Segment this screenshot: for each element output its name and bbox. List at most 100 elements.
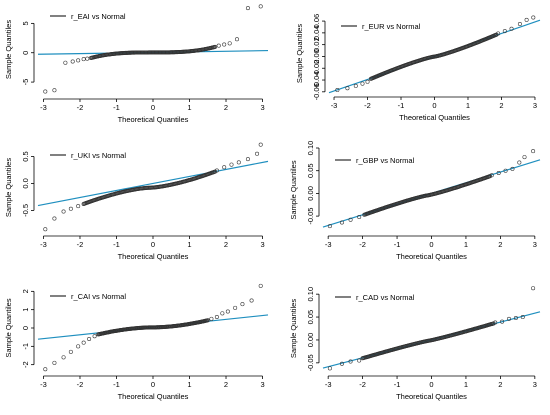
x-axis-title: Theoretical Quantiles: [118, 115, 189, 124]
data-point: [405, 198, 410, 203]
data-point: [129, 50, 134, 55]
data-point: [370, 76, 375, 81]
data-point: [160, 184, 165, 189]
data-point: [108, 193, 113, 198]
data-point: [453, 185, 458, 190]
data-point: [410, 342, 415, 347]
data-point: [170, 324, 175, 329]
data-point: [417, 58, 422, 63]
x-tick-label: -1: [113, 380, 120, 389]
data-point: [132, 50, 137, 55]
data-point: [178, 323, 183, 328]
data-point: [377, 207, 382, 212]
data-point: [245, 6, 250, 11]
data-point: [145, 50, 150, 55]
data-point: [118, 328, 123, 333]
data-point: [431, 192, 436, 197]
data-point: [164, 324, 169, 329]
data-point: [382, 71, 387, 76]
data-point: [140, 325, 145, 330]
data-point: [423, 56, 428, 61]
data-point: [401, 199, 406, 204]
data-point: [487, 322, 492, 327]
data-point: [389, 203, 394, 208]
data-point: [105, 193, 110, 198]
data-point: [391, 347, 396, 352]
data-point: [154, 185, 159, 190]
data-point: [456, 47, 461, 52]
data-point: [161, 50, 166, 55]
x-axis-title: Theoretical Quantiles: [396, 252, 467, 261]
data-point: [463, 44, 468, 49]
data-point: [137, 325, 142, 330]
data-point: [128, 326, 133, 331]
data-point: [488, 35, 493, 40]
data-point: [112, 192, 117, 197]
data-point: [135, 187, 140, 192]
data-point: [389, 348, 394, 353]
data-point: [419, 194, 424, 199]
data-point: [473, 326, 478, 331]
data-point: [437, 190, 442, 195]
legend-text: r_GBP vs Normal: [356, 156, 415, 165]
reference-line: [322, 159, 541, 228]
data-point: [210, 170, 215, 175]
data-point: [195, 175, 200, 180]
data-point: [503, 168, 508, 173]
data-point: [353, 83, 358, 88]
data-point: [143, 185, 148, 190]
data-point: [211, 170, 216, 175]
data-point: [452, 48, 457, 53]
y-tick-label: -0.5: [21, 204, 30, 217]
data-point: [200, 319, 205, 324]
data-point: [102, 331, 107, 336]
data-point: [449, 49, 454, 54]
data-point: [440, 335, 445, 340]
data-point: [372, 352, 377, 357]
data-point: [433, 337, 438, 342]
data-point: [103, 194, 108, 199]
data-point: [122, 327, 127, 332]
data-point: [437, 336, 442, 341]
data-point: [117, 51, 122, 56]
data-point: [155, 185, 160, 190]
data-point: [96, 332, 101, 337]
data-point: [479, 38, 484, 43]
data-point: [164, 183, 169, 188]
data-point: [118, 51, 123, 56]
x-tick-label: 2: [224, 240, 228, 249]
data-point: [121, 189, 126, 194]
data-point: [437, 336, 442, 341]
data-point: [477, 39, 482, 44]
data-point: [373, 74, 378, 79]
data-point: [466, 43, 471, 48]
data-point: [145, 325, 150, 330]
data-point: [402, 344, 407, 349]
data-point: [128, 188, 133, 193]
data-point: [422, 56, 427, 61]
data-point: [104, 194, 109, 199]
x-tick-label: -2: [77, 103, 84, 112]
data-point: [500, 319, 505, 324]
data-point: [489, 173, 494, 178]
data-point: [98, 53, 103, 58]
data-point: [402, 199, 407, 204]
data-point: [174, 323, 179, 328]
data-point: [138, 186, 143, 191]
data-point: [191, 321, 196, 326]
data-point: [163, 50, 168, 55]
data-point: [371, 209, 376, 214]
data-point: [481, 37, 486, 42]
data-point: [177, 323, 182, 328]
data-point: [364, 211, 369, 216]
data-point: [199, 47, 204, 52]
data-point: [189, 321, 194, 326]
data-point: [403, 199, 408, 204]
data-point: [186, 178, 191, 183]
data-point: [209, 45, 214, 50]
data-point: [156, 184, 161, 189]
data-point: [399, 64, 404, 69]
data-point: [187, 321, 192, 326]
